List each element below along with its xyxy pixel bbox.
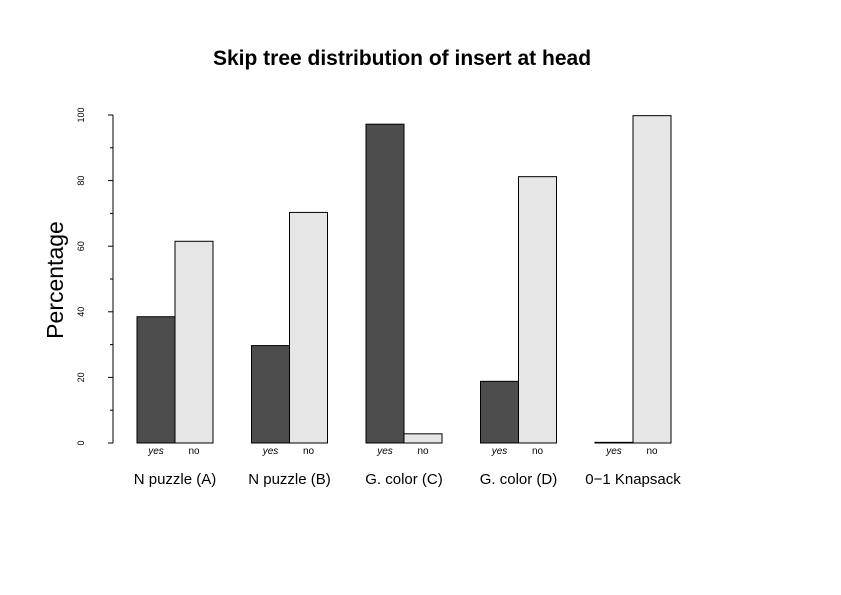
category-label: G. color (D): [480, 471, 558, 488]
y-tick-label: 0: [76, 440, 86, 445]
bar-label-yes: yes: [376, 446, 393, 457]
bar-label-yes: yes: [147, 446, 164, 457]
category-label: N puzzle (A): [134, 471, 217, 488]
category-label: N puzzle (B): [248, 471, 331, 488]
y-tick-label: 100: [76, 107, 86, 122]
bars: [136, 115, 672, 444]
bar-label-no: no: [646, 446, 658, 457]
bar-label-yes: yes: [605, 446, 622, 457]
bar-no-0: [174, 240, 214, 444]
bar-labels: yes no yes no yes no yes no yes no: [147, 446, 658, 457]
y-axis-label: Percentage: [42, 221, 68, 339]
bar-yes-1: [251, 345, 290, 444]
y-ticks: 0 20 40 60 80 100: [76, 107, 113, 446]
y-tick-label: 60: [76, 241, 86, 251]
bar-label-no: no: [532, 446, 544, 457]
y-tick-label: 20: [76, 372, 86, 382]
y-tick-label: 40: [76, 307, 86, 317]
bar-no-4: [632, 115, 672, 444]
bar-label-yes: yes: [262, 446, 279, 457]
category-label: 0−1 Knapsack: [585, 471, 681, 488]
y-tick-label: 80: [76, 176, 86, 186]
bar-no-3: [518, 176, 557, 444]
bar-no-2: [403, 433, 443, 444]
bar-label-no: no: [303, 446, 315, 457]
bar-label-no: no: [417, 446, 429, 457]
group-labels: N puzzle (A) N puzzle (B) G. color (C) G. c…: [134, 471, 682, 488]
bar-label-no: no: [188, 446, 200, 457]
bar-yes-4: [594, 441, 634, 444]
category-label: G. color (C): [365, 471, 443, 488]
chart-title: Skip tree distribution of insert at head: [213, 47, 591, 70]
bar-label-yes: yes: [491, 446, 508, 457]
bar-yes-0: [136, 316, 176, 444]
bar-yes-2: [365, 123, 405, 444]
bar-no-1: [289, 211, 328, 444]
bar-yes-3: [480, 380, 519, 444]
